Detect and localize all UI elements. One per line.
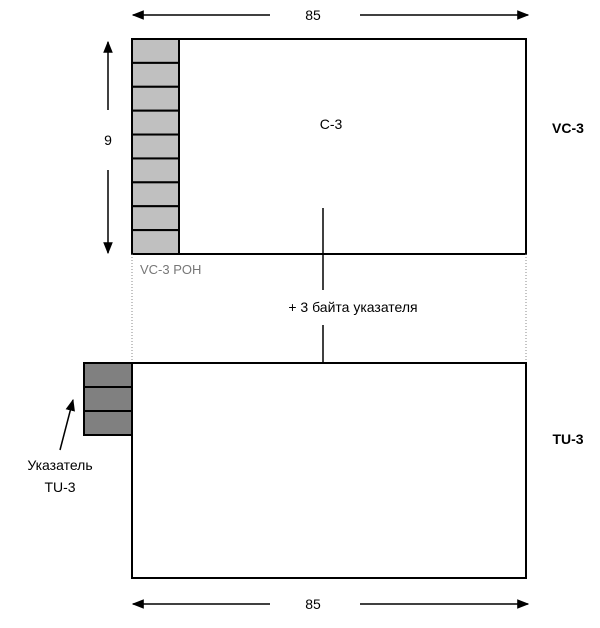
pointer-cell-1: [83, 362, 133, 388]
poh-cell-8: [131, 205, 180, 232]
poh-cell-3: [131, 85, 180, 112]
vc3-frame: C-3 VC-3 POH VC-3: [131, 38, 584, 277]
height-label: 9: [104, 132, 112, 148]
top-width-label: 85: [305, 7, 321, 23]
top-width-dimension: 85: [131, 7, 530, 23]
poh-cell-2: [131, 61, 180, 88]
pointer-note: + 3 байта указателя: [288, 299, 417, 315]
tu3-pointer-column: [83, 362, 133, 436]
pointer-label-line1: Указатель: [27, 457, 92, 473]
height-dimension: 9: [103, 40, 113, 255]
poh-cell-7: [131, 181, 180, 208]
tu3-side-label: TU-3: [552, 431, 583, 447]
pointer-label-line2: TU-3: [44, 479, 75, 495]
vc3-side-label: VC-3: [552, 120, 584, 136]
bottom-width-label: 85: [305, 596, 321, 612]
poh-cell-4: [131, 109, 180, 136]
vc3-poh-label: VC-3 POH: [140, 262, 201, 277]
pointer-callout-arrow: [59, 398, 75, 451]
vc3-payload-label: C-3: [320, 116, 343, 132]
tu3-frame: TU-3: [83, 362, 584, 579]
tu3-box: [131, 362, 527, 579]
pointer-cell-3: [83, 410, 133, 436]
vc3-poh-column: [131, 38, 180, 256]
bottom-width-dimension: 85: [131, 596, 530, 612]
poh-cell-1: [131, 38, 180, 64]
pointer-callout: Указатель TU-3: [27, 398, 93, 495]
poh-cell-6: [131, 157, 180, 184]
poh-cell-5: [131, 133, 180, 160]
dotted-connectors: [131, 254, 527, 362]
vc3-payload-box: [131, 38, 527, 255]
poh-cell-9: [131, 229, 180, 256]
pointer-cell-2: [83, 386, 133, 412]
